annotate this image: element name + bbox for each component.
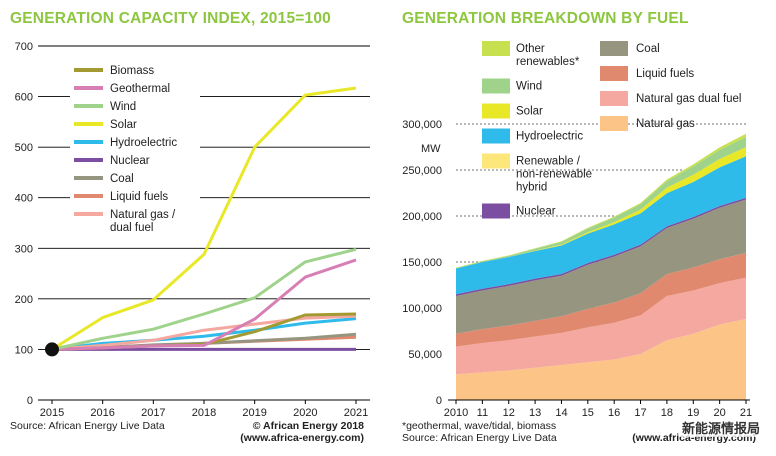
left-x-tick-label: 2018 [192,407,216,419]
right-x-tick-label: 14 [555,407,567,419]
legend-swatch-gas [600,116,628,131]
line-hydro [51,317,357,351]
right-x-tick-label: 11 [477,407,488,419]
right-x-tick-label: 21 [740,407,752,419]
right-x-tick-label: 16 [608,407,620,419]
legend-label-liquid: Liquid fuels [110,191,168,203]
legend-label-hydro: Hydroelectric [110,137,177,149]
watermark: 新能源情报局 [679,418,762,437]
left-x-tick-label: 2019 [242,407,266,419]
legend-swatch-gas_dual [600,91,628,106]
legend-label-nuclear: Nuclear [110,155,150,167]
line-geothermal [51,258,357,351]
area-liquid [456,252,746,347]
left-x-tick-label: 2020 [293,407,317,419]
right-y-tick-label: 50,000 [408,349,442,361]
legend-swatch-liquid [600,66,628,81]
legend-label-liquid: Liquid fuels [636,68,694,80]
area-coal [456,199,746,334]
legend-swatch-hybrid [482,153,510,169]
legend-label-solar: Solar [516,106,543,118]
legend-label-hybrid: non-renewable [516,169,592,181]
legend-label-wind: Wind [110,101,136,113]
left-chart-title: GENERATION CAPACITY INDEX, 2015=100 [10,10,331,27]
left-y-tick-label: 400 [15,193,33,205]
area-gas_dual [456,277,746,375]
right-y-tick-label: 250,000 [402,165,442,177]
left-y-tick-label: 700 [15,41,33,53]
legend-swatch-solar [482,103,510,119]
left-x-tick-label: 2015 [40,407,64,419]
right-y-axis-label: MW [421,143,441,155]
left-copyright: © African Energy 2018 [252,420,364,432]
legend-label-coal: Coal [110,173,134,185]
legend-label-other_renew: renewables* [516,56,580,68]
area-nuclear [456,197,746,297]
right-x-tick-label: 20 [714,407,726,419]
legend-label-hybrid: Renewable / [516,156,581,168]
line-gas_dual [51,314,357,351]
legend-label-hybrid: hybrid [516,182,547,194]
legend-label-solar: Solar [110,119,137,131]
legend-label-biomass: Biomass [110,65,154,77]
left-x-tick-label: 2016 [90,407,114,419]
left-source: Source: African Energy Live Data [10,420,165,432]
line-wind [51,247,357,351]
right-x-tick-label: 17 [634,407,646,419]
legend-swatch-coal [600,41,628,56]
left-y-tick-label: 100 [15,344,33,356]
right-x-tick-label: 2010 [444,407,468,419]
left-x-tick-label: 2017 [141,407,165,419]
right-y-tick-label: 100,000 [402,303,442,315]
legend-label-gas_dual: Natural gas / [110,209,176,221]
legend-label-wind: Wind [516,81,542,93]
left-y-tick-label: 500 [15,142,33,154]
legend-swatch-wind [482,78,510,94]
left-y-tick-label: 200 [15,294,33,306]
right-source: Source: African Energy Live Data [402,432,557,444]
area-gas [456,319,746,400]
left-y-tick-label: 300 [15,243,33,255]
right-x-tick-label: 15 [582,407,594,419]
legend-label-gas: Natural gas [636,118,695,130]
legend-label-nuclear: Nuclear [516,206,556,218]
legend-label-gas_dual: Natural gas dual fuel [636,93,741,105]
right-y-tick-label: 300,000 [402,119,442,131]
line-solar [51,86,357,351]
legend-label-gas_dual: dual fuel [110,222,153,234]
legend-swatch-hydro [482,128,510,144]
legend-swatch-other_renew [482,41,510,56]
right-y-tick-label: 150,000 [402,257,442,269]
area-hydro [456,156,746,295]
right-x-tick-label: 13 [529,407,541,419]
right-y-tick-label: 200,000 [402,211,442,223]
right-chart-title: GENERATION BREAKDOWN BY FUEL [402,10,689,27]
right-x-tick-label: 19 [687,407,699,419]
legend-label-coal: Coal [636,43,660,55]
legend-swatch-nuclear [482,203,510,219]
legend-label-geothermal: Geothermal [110,83,170,95]
right-x-tick-label: 18 [661,407,673,419]
left-url: (www.africa-energy.com) [240,432,364,444]
right-x-tick-label: 12 [503,407,515,419]
right-y-tick-label: 0 [436,395,442,407]
left-y-tick-label: 0 [27,395,33,407]
right-note: *geothermal, wave/tidal, biomass [402,420,557,432]
left-y-tick-label: 600 [15,92,33,104]
legend-label-hydro: Hydroelectric [516,131,583,143]
legend-label-other_renew: Other [516,43,545,55]
left-x-tick-label: 2021 [344,407,368,419]
base-point-marker [45,342,59,357]
